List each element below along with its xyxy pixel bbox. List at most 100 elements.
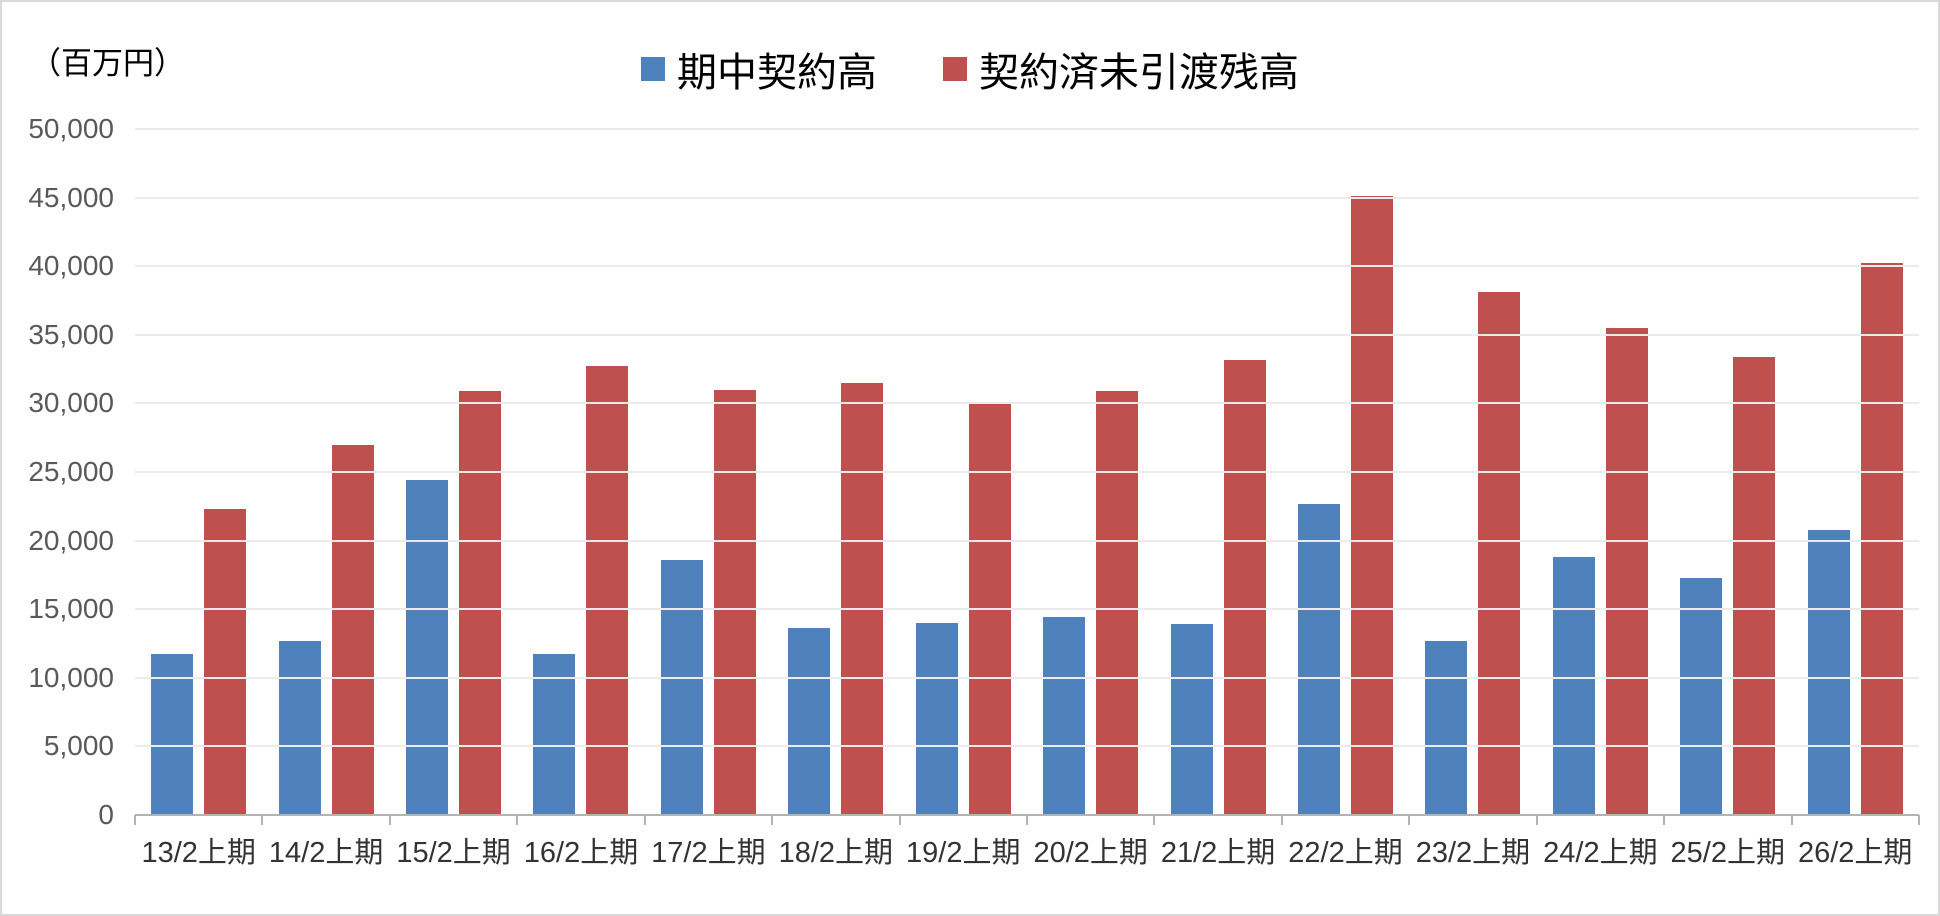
gridline-50,000 [135,128,1919,130]
bar-group-12 [1537,129,1664,815]
x-axis-tick [1790,815,1793,825]
gridline-40,000 [135,265,1919,268]
gridline-35,000 [135,333,1919,336]
bar-contracts-2 [278,640,321,815]
y-axis-unit-label: （百万円） [30,46,185,81]
x-tick-label-3: 15/2上期 [396,837,511,869]
legend-swatch-contracts [641,57,665,81]
bar-backlog-6 [841,382,884,815]
bar-contracts-7 [915,622,958,815]
bar-backlog-13 [1733,356,1776,815]
x-axis-tick [1408,815,1411,825]
bar-contracts-13 [1680,577,1723,815]
bar-backlog-9 [1223,359,1266,815]
bar-group-5 [645,129,772,815]
gridline-15,000 [135,608,1919,611]
bar-group-13 [1664,129,1791,815]
bar-group-8 [1027,129,1154,815]
bar-contracts-1 [151,654,194,815]
x-axis-tick [516,815,519,825]
legend-label-backlog: 契約済未引渡残高 [979,51,1299,95]
y-tick-label-45,000: 45,000 [28,181,114,213]
gridline-25,000 [135,471,1919,473]
x-axis-tick [388,815,391,825]
legend-item-contracts: 期中契約高 [641,40,877,98]
y-tick-label-15,000: 15,000 [28,593,114,625]
bar-group-11 [1409,129,1536,815]
y-tick-label-10,000: 10,000 [28,661,114,693]
x-axis-tick [1280,815,1283,825]
x-axis-tick-labels: 13/2上期 14/2上期 15/2上期 16/2上期 17/2上期 18/2上期 19/2… [135,829,1919,871]
x-tick-label-1: 13/2上期 [141,837,256,869]
x-axis-tick [1535,815,1538,825]
x-axis-tick [1153,815,1156,825]
x-axis-tick [643,815,646,825]
legend-label-contracts: 期中契約高 [677,51,877,95]
bar-backlog-8 [1096,391,1139,815]
bar-contracts-11 [1425,640,1468,815]
x-axis-tick [1918,815,1920,825]
y-tick-label-30,000: 30,000 [28,387,114,419]
x-tick-label-6: 18/2上期 [778,837,894,869]
bar-backlog-4 [586,366,629,815]
bar-group-14 [1791,129,1918,815]
bar-contracts-3 [406,480,449,815]
bar-contracts-9 [1170,624,1213,815]
y-axis-tick-labels: 0 5,000 10,000 15,000 20,000 25,000 30,000 35,0… [2,113,114,830]
gridline-10,000 [135,676,1919,679]
x-tick-label-11: 23/2上期 [1415,837,1531,869]
bar-contracts-10 [1298,503,1340,815]
bar-contracts-8 [1043,617,1086,815]
gridline-30,000 [135,402,1919,405]
bar-group-2 [262,129,389,815]
bar-contracts-5 [660,559,703,815]
x-axis-tick [771,815,774,825]
y-tick-label-25,000: 25,000 [28,456,114,487]
x-tick-label-8: 20/2上期 [1033,837,1148,869]
legend-item-backlog: 契約済未引渡残高 [943,40,1299,98]
x-tick-label-2: 14/2上期 [268,837,384,869]
bar-group-3 [390,129,517,815]
bar-contracts-12 [1552,557,1595,815]
x-tick-label-13: 25/2上期 [1670,837,1785,869]
y-tick-label-35,000: 35,000 [28,318,114,350]
y-tick-label-40,000: 40,000 [28,250,114,282]
bar-backlog-2 [331,444,374,815]
bar-backlog-5 [713,389,756,815]
bar-backlog-3 [459,391,502,815]
y-tick-label-50,000: 50,000 [28,113,114,144]
x-tick-label-9: 21/2上期 [1160,837,1276,869]
x-axis-tick [898,815,901,825]
bar-contracts-4 [533,654,576,815]
plot-area [134,128,1920,825]
x-axis-tick [1663,815,1666,825]
gridline-20,000 [135,539,1919,542]
bar-backlog-12 [1605,327,1648,815]
bar-contracts-6 [788,628,831,815]
bar-group-1 [135,129,262,815]
y-tick-label-20,000: 20,000 [28,524,114,556]
x-tick-label-7: 19/2上期 [906,837,1021,869]
bar-group-9 [1154,129,1281,815]
x-axis-tick [134,815,136,825]
bar-contracts-14 [1807,529,1850,815]
gridline-45,000 [135,196,1919,199]
bar-backlog-10 [1351,196,1393,815]
x-axis-tick [1026,815,1028,825]
x-tick-label-12: 24/2上期 [1543,837,1658,869]
bar-groups [135,129,1919,815]
x-tick-label-4: 16/2上期 [523,837,639,869]
bar-group-10 [1282,129,1409,815]
x-tick-label-5: 17/2上期 [651,837,766,869]
y-tick-label-5,000: 5,000 [43,730,114,762]
legend: 期中契約高 契約済未引渡残高 [2,40,1938,98]
gridline-5,000 [135,745,1919,748]
bar-backlog-14 [1860,263,1903,815]
legend-swatch-backlog [943,57,967,81]
y-tick-label-0: 0 [98,799,114,830]
bar-group-6 [772,129,899,815]
x-tick-label-10: 22/2上期 [1288,837,1403,869]
bar-backlog-1 [204,509,247,815]
bar-backlog-11 [1478,292,1521,815]
